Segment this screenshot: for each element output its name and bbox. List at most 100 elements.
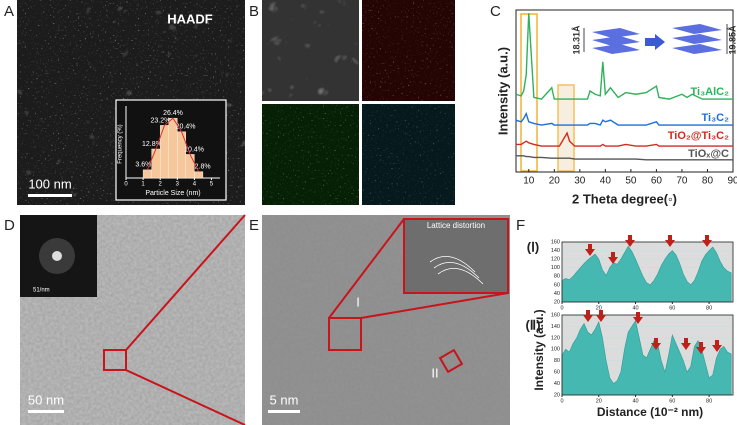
panel-letter: D [4, 217, 15, 234]
y-tick-label: 60 [554, 370, 560, 376]
scale-bar [28, 410, 64, 413]
x-axis-label: 2 Theta degree(◦) [572, 191, 677, 206]
inset-label: Lattice distortion [427, 221, 485, 230]
x-tick-label: 80 [706, 398, 712, 404]
x-axis-label: Distance (10⁻² nm) [597, 405, 703, 419]
y-axis-label: Intensity (a.u.) [532, 309, 546, 390]
value-label: 23.2% [151, 117, 171, 124]
x-tick-label: 40 [600, 176, 612, 187]
y-tick-label: 140 [551, 248, 560, 254]
scale-bar [28, 194, 72, 197]
y-tick-label: 100 [551, 347, 560, 353]
profile-label: (Ⅱ) [525, 317, 540, 332]
structure-schematic [583, 24, 728, 54]
histogram-inset [115, 99, 227, 201]
x-tick-label: 70 [676, 176, 688, 187]
x-tick-label: 60 [669, 398, 675, 404]
region-box [438, 348, 464, 374]
value-label: 10.4% [184, 146, 204, 153]
x-tick-label: 1 [141, 182, 145, 188]
y-tick-label: 160 [551, 239, 560, 245]
fft-center [52, 251, 62, 261]
xrd-line [515, 13, 733, 100]
xrd-line [516, 131, 733, 147]
plot-frame [561, 314, 734, 396]
x-tick-label: 50 [625, 176, 637, 187]
series-label: Ti₃C₂ [702, 112, 730, 124]
profile-label: (Ⅰ) [527, 239, 540, 254]
scale-bar-label: 100 nm [28, 176, 71, 191]
zoom-line [328, 218, 405, 319]
x-tick-label: 80 [706, 305, 712, 311]
x-tick-label: 80 [702, 176, 714, 187]
plot-frame [561, 241, 734, 303]
x-tick-label: 2 [159, 182, 163, 188]
y-tick-label: 80 [554, 274, 560, 280]
y-tick-label: 80 [554, 358, 560, 364]
series-label: TiOₓ@C [688, 148, 729, 160]
region-label: II [431, 365, 438, 380]
micrograph-texture [362, 0, 455, 101]
x-tick-label: 40 [632, 398, 638, 404]
x-tick-label: 60 [651, 176, 663, 187]
peak-arrow [585, 244, 595, 256]
scale-bar-label: 50 nm [28, 392, 64, 407]
peak-arrow [625, 235, 635, 247]
x-tick-label: 20 [596, 398, 602, 404]
bar [142, 169, 152, 179]
x-tick-label: 3 [176, 182, 180, 188]
y-tick-label: 40 [554, 291, 560, 297]
x-tick-label: 90 [727, 176, 737, 187]
x-tick-label: 20 [596, 305, 602, 311]
scale-bar-label: 5 nm [270, 392, 299, 407]
peak-arrow [696, 342, 706, 354]
spacing-label: 18.31Å [571, 25, 581, 55]
panel-letter: F [516, 217, 525, 234]
series-label: TiO₂@Ti₃C₂ [668, 130, 729, 142]
bar [151, 148, 161, 179]
zoom-line [125, 369, 246, 425]
y-tick-label: 100 [551, 265, 560, 271]
panel-letter: A [4, 3, 14, 20]
peak-arrow [596, 310, 606, 322]
x-axis-label: Particle Size (nm) [145, 190, 200, 197]
x-tick-label: 0 [124, 182, 128, 188]
zoom-box [103, 349, 127, 371]
y-tick-label: 120 [551, 335, 560, 341]
x-tick-label: 4 [193, 182, 197, 188]
x-tick-label: 0 [560, 398, 563, 404]
peak-arrow [608, 252, 618, 264]
y-axis-label: Intensity (a.u.) [495, 47, 510, 135]
lattice-lines [429, 255, 484, 285]
scale-bar [268, 410, 300, 413]
zoom-line [125, 214, 246, 351]
peak-arrow [681, 338, 691, 350]
xrd-line [515, 111, 733, 126]
peak-arrow [633, 312, 643, 324]
zoom-inset [403, 218, 509, 294]
peak-arrow [665, 235, 675, 247]
xrd-line [516, 155, 733, 161]
value-label: 2.8% [195, 163, 211, 170]
profile-area [561, 245, 732, 303]
plot-frame [515, 9, 734, 173]
value-label: 12.8% [142, 141, 162, 148]
panel-letter: E [249, 217, 259, 234]
peak-arrow [702, 235, 712, 247]
series-label: Ti₃AlC₂ [691, 86, 730, 98]
y-tick-label: 20 [554, 392, 560, 398]
x-tick-label: 20 [549, 176, 561, 187]
profile-area [561, 319, 732, 396]
x-tick-label: 0 [560, 305, 563, 311]
haadf-label: HAADF [167, 11, 213, 26]
x-tick-label: 5 [210, 182, 214, 188]
spacing-label: 19.85Å [727, 25, 737, 55]
zoom-line [360, 292, 509, 319]
panel-letter: C [490, 3, 501, 20]
micrograph-texture [262, 0, 359, 101]
highlight-box [557, 84, 575, 172]
region-label: I [356, 294, 360, 309]
peak-arrow [583, 310, 593, 322]
x-tick-label: 60 [669, 305, 675, 311]
